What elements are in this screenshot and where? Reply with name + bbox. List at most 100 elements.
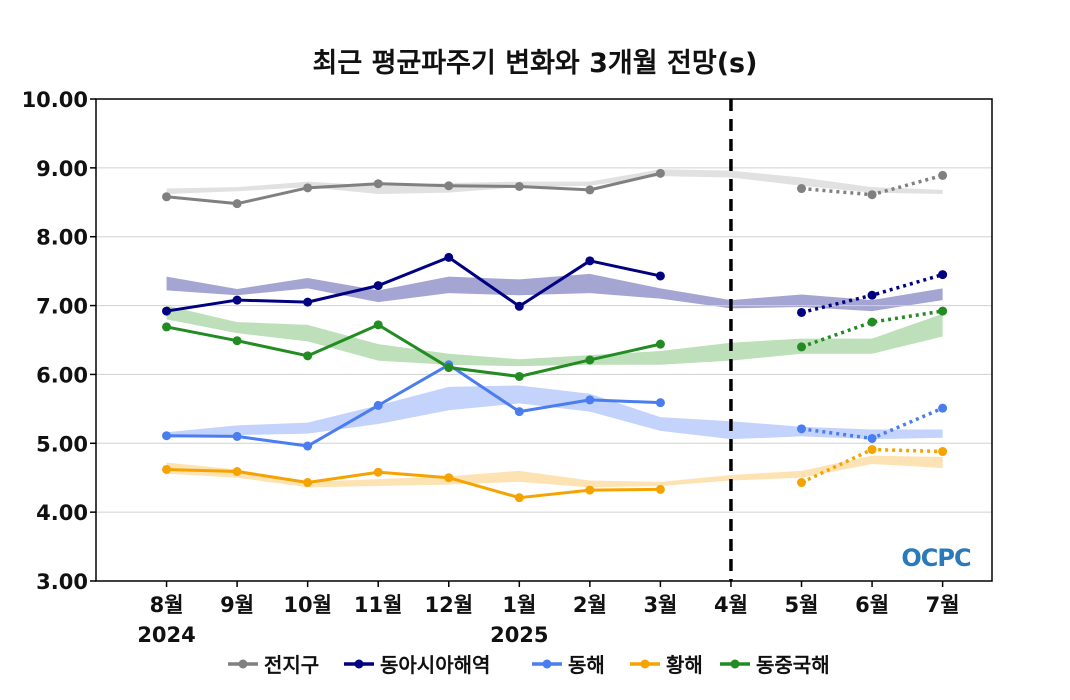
observed-point	[162, 464, 172, 474]
forecast-range-bands	[166, 169, 943, 488]
observed-line	[166, 255, 661, 313]
axes: 3.00 4.00 5.00 6.00 7.00 8.00 9.00 10.00 8월 9월 10월…	[22, 88, 993, 647]
observed-point	[303, 441, 313, 451]
observed-point	[585, 256, 595, 266]
observed-point	[232, 336, 242, 346]
observed-point	[162, 322, 172, 332]
ocpc-logo: OCPC	[901, 544, 972, 572]
y-tick-label: 4.00	[36, 501, 88, 525]
forecast-point	[867, 433, 877, 443]
forecast-point	[938, 447, 948, 457]
x-tick-label: 2월	[573, 593, 607, 617]
range-band	[166, 169, 943, 195]
observed-point	[585, 355, 595, 365]
observed-point	[655, 339, 665, 349]
observed-line	[166, 171, 661, 206]
series-points	[162, 168, 948, 503]
observed-point	[514, 493, 524, 503]
plot-frame	[95, 98, 993, 582]
x-tick-label: 9월	[220, 593, 254, 617]
observed-point	[232, 467, 242, 477]
chart-title: 최근 평균파주기 변화와 3개월 전망(s)	[313, 48, 758, 79]
legend-label: 동중국해	[756, 653, 830, 677]
x-tick-label: 6월	[855, 593, 889, 617]
forecast-point	[797, 478, 807, 488]
x-tick-label: 7월	[926, 593, 960, 617]
observed-point	[373, 467, 383, 477]
x-year-label: 2025	[490, 623, 548, 647]
observed-line	[166, 363, 661, 448]
observed-point	[585, 185, 595, 195]
forecast-point	[867, 317, 877, 327]
observed-point	[373, 281, 383, 291]
observed-point	[232, 199, 242, 209]
observed-point	[162, 306, 172, 316]
x-tick-label: 8월	[150, 593, 184, 617]
legend-label: 전지구	[264, 653, 319, 677]
observed-point	[655, 271, 665, 281]
forecast-point	[797, 342, 807, 352]
y-tick-label: 5.00	[36, 432, 88, 456]
observed-point	[444, 252, 454, 262]
forecast-point	[867, 190, 877, 200]
forecast-point	[938, 403, 948, 413]
observed-point	[655, 484, 665, 494]
observed-point	[373, 400, 383, 410]
x-tick-label: 1월	[502, 593, 536, 617]
observed-point	[585, 485, 595, 495]
y-tick-label: 7.00	[36, 295, 88, 319]
observed-line	[166, 323, 661, 378]
observed-point	[373, 320, 383, 330]
range-band	[166, 305, 943, 367]
range-band	[166, 273, 943, 312]
gridlines	[96, 167, 992, 513]
observed-point	[514, 407, 524, 417]
observed-point	[232, 431, 242, 441]
range-band	[166, 455, 943, 488]
observed-point	[373, 179, 383, 189]
y-tick-label: 9.00	[36, 157, 88, 181]
observed-point	[232, 295, 242, 305]
x-tick-label: 3월	[643, 593, 677, 617]
observed-point	[303, 183, 313, 193]
forecast-point	[938, 270, 948, 280]
observed-point	[303, 297, 313, 307]
legend-label: 동해	[568, 653, 605, 677]
observed-line	[166, 467, 661, 500]
forecast-point	[938, 306, 948, 316]
forecast-point	[867, 444, 877, 454]
observed-point	[444, 473, 454, 483]
legend-marker	[640, 659, 650, 669]
watermark-text: OCPC	[901, 544, 971, 572]
legend-label: 동아시아해역	[380, 653, 490, 677]
forecast-point	[797, 307, 807, 317]
observed-point	[444, 181, 454, 191]
x-tick-label: 12월	[424, 593, 473, 617]
observed-point	[444, 363, 454, 373]
legend-marker	[354, 659, 364, 669]
observed-point	[514, 371, 524, 381]
observed-point	[585, 395, 595, 405]
forecast-point	[797, 424, 807, 434]
forecast-point	[867, 290, 877, 300]
y-tick-label: 3.00	[36, 570, 88, 594]
observed-point	[303, 351, 313, 361]
legend: 전지구 동아시아해역 동해 황해 동중국해	[228, 653, 830, 677]
legend-marker	[542, 659, 552, 669]
observed-point	[162, 192, 172, 202]
observed-point	[655, 168, 665, 178]
y-tick-label: 10.00	[22, 88, 88, 112]
x-tick-label: 11월	[354, 593, 403, 617]
x-tick-label: 5월	[785, 593, 819, 617]
observed-point	[514, 301, 524, 311]
forecast-point	[797, 184, 807, 194]
observed-point	[514, 181, 524, 191]
observed-point	[303, 478, 313, 488]
x-tick-label: 4월	[714, 593, 748, 617]
y-tick-label: 8.00	[36, 226, 88, 250]
observed-point	[162, 431, 172, 441]
y-tick-label: 6.00	[36, 363, 88, 387]
range-band	[166, 385, 943, 440]
legend-label: 황해	[666, 653, 703, 677]
